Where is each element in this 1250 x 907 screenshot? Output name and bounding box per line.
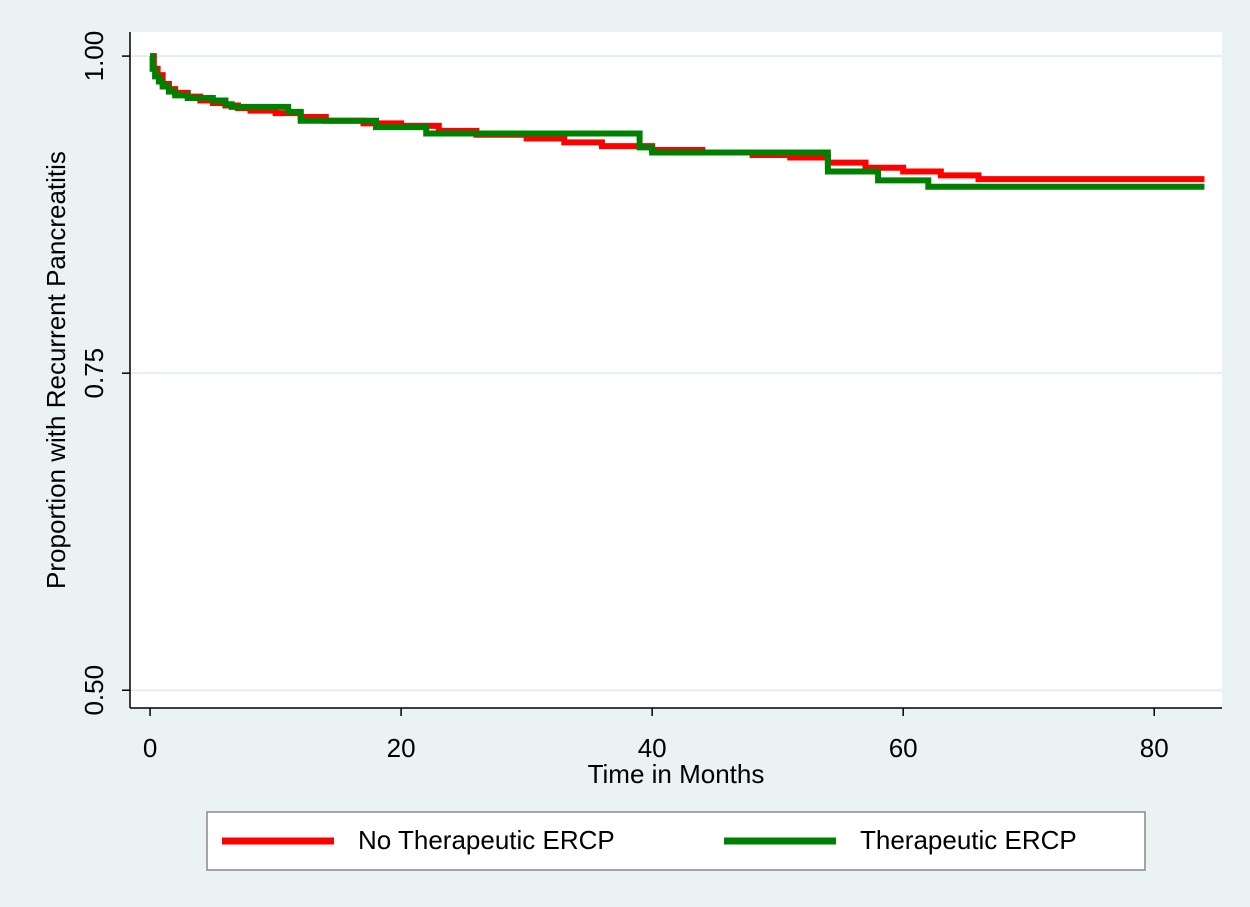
y-tick-label: 0.75 — [79, 348, 109, 399]
plot-area — [130, 32, 1222, 708]
legend-box — [206, 811, 1146, 871]
x-axis-label: Time in Months — [588, 759, 765, 789]
x-tick-label: 0 — [143, 733, 157, 763]
y-axis-label: Proportion with Recurrent Pancreatitis — [41, 151, 71, 589]
y-tick-label: 0.50 — [79, 665, 109, 716]
x-tick-label: 60 — [889, 733, 918, 763]
survival-line — [149, 53, 1205, 190]
legend-label: No Therapeutic ERCP — [358, 825, 615, 855]
x-tick-label: 20 — [387, 733, 416, 763]
y-tick-label: 1.00 — [79, 31, 109, 82]
legend-label: Therapeutic ERCP — [860, 825, 1077, 855]
x-tick-label: 40 — [638, 733, 667, 763]
x-tick-label: 80 — [1140, 733, 1169, 763]
